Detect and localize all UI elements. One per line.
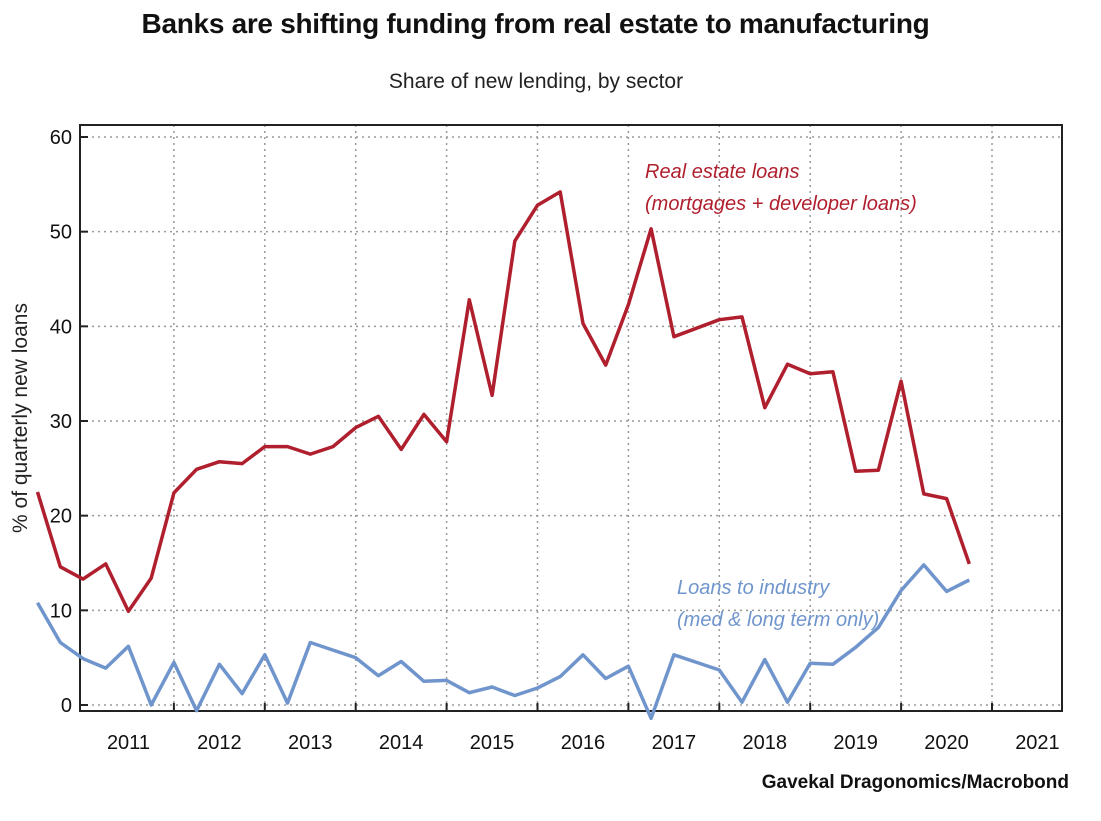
source-credit: Gavekal Dragonomics/Macrobond	[761, 772, 1069, 793]
y-tick-label: 60	[50, 127, 72, 149]
series-annotation-text: (mortgages + developer loans)	[645, 193, 917, 215]
chart-subtitle: Share of new lending, by sector	[388, 70, 684, 93]
plot-frame	[79, 124, 1063, 712]
x-tick-label: 2011	[107, 732, 150, 754]
series-annotation-text: (med & long term only)	[677, 609, 879, 631]
y-axis-ticks: 0 10 20 30 40 50 60	[50, 127, 88, 717]
series-line	[35, 563, 971, 721]
series-line	[35, 190, 971, 614]
x-tick-label: 2018	[743, 732, 788, 754]
x-tick-label: 2012	[197, 732, 242, 754]
series-lines	[35, 190, 971, 721]
series-annotations: Real estate loans (mortgages + developer …	[645, 161, 917, 631]
y-tick-label: 10	[50, 600, 72, 622]
y-axis-label: % of quarterly new loans	[9, 303, 32, 533]
y-tick-label: 20	[50, 506, 72, 528]
y-tick-label: 30	[50, 411, 72, 433]
series-annotation-text: Loans to industry	[677, 577, 830, 599]
x-axis-ticks: 2011 2012 2013 2014 2015 2016 2017 2018 2019 2020…	[107, 703, 1060, 754]
x-tick-label: 2017	[652, 732, 697, 754]
series-annotation-text: Real estate loans	[645, 161, 800, 183]
y-tick-label: 40	[50, 316, 72, 338]
x-tick-label: 2016	[561, 732, 606, 754]
x-tick-label: 2015	[470, 732, 515, 754]
x-tick-label: 2020	[924, 732, 969, 754]
y-tick-label: 50	[50, 222, 72, 244]
x-tick-label: 2013	[288, 732, 333, 754]
y-tick-label: 0	[61, 695, 72, 717]
x-tick-label: 2014	[379, 732, 424, 754]
x-tick-label: 2019	[833, 732, 878, 754]
chart-title: Banks are shifting funding from real est…	[141, 8, 930, 39]
grid-lines	[80, 125, 1062, 711]
x-tick-label: 2021	[1015, 732, 1060, 754]
